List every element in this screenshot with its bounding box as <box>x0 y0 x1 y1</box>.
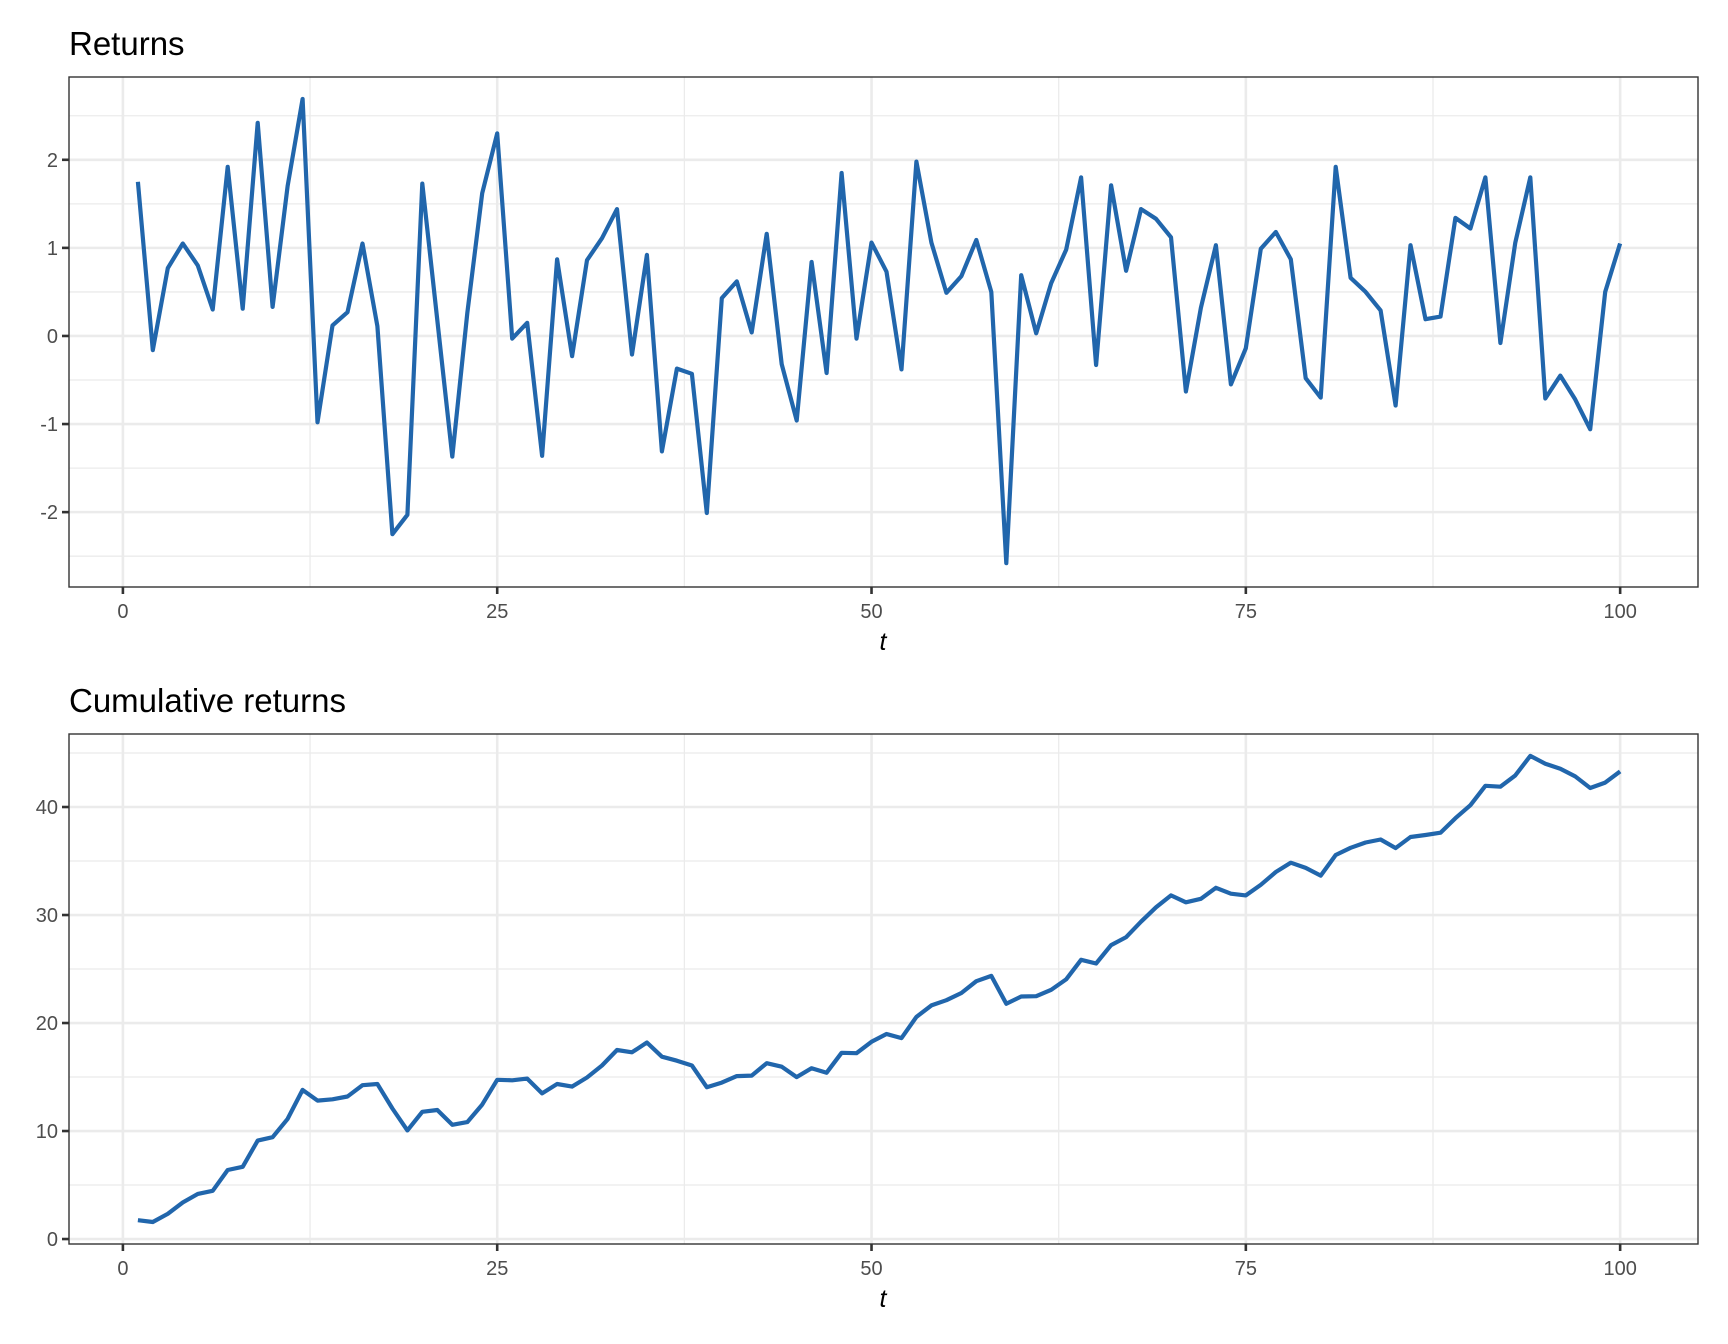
x-tick-label: 100 <box>1603 1258 1636 1280</box>
x-tick-label: 75 <box>1235 601 1257 623</box>
x-tick-label: 50 <box>860 1258 882 1280</box>
returns-line <box>135 96 1623 566</box>
returns-gridlines <box>69 77 1698 587</box>
x-tick-label: 25 <box>486 601 508 623</box>
cumulative-gridlines <box>69 734 1698 1244</box>
y-tick-label: 20 <box>36 1013 58 1035</box>
returns-plot-background <box>69 77 1698 587</box>
x-tick-label: 50 <box>860 601 882 623</box>
cumulative-line <box>137 753 1622 1225</box>
returns-panel-border <box>68 76 1699 588</box>
cumulative-plot-background <box>69 734 1698 1244</box>
returns-x-axis: 0 25 50 75 100 <box>117 587 1637 623</box>
returns-panel-title: Returns <box>69 25 185 62</box>
x-tick-label: 100 <box>1603 601 1636 623</box>
x-tick-label: 75 <box>1235 1258 1257 1280</box>
y-tick-label: -2 <box>40 502 58 524</box>
returns-panel: Returns -2 -1 0 1 2 0 25 50 75 100 t <box>40 25 1699 656</box>
x-tick-label: 0 <box>117 1258 128 1280</box>
y-tick-label: 0 <box>47 1229 58 1251</box>
returns-y-axis: -2 -1 0 1 2 <box>40 150 69 524</box>
cumulative-panel-border <box>68 733 1699 1245</box>
returns-x-axis-title: t <box>880 628 888 656</box>
y-tick-label: 10 <box>36 1121 58 1143</box>
cumulative-x-axis-title: t <box>880 1285 888 1313</box>
y-tick-label: 2 <box>47 150 58 172</box>
y-tick-label: 40 <box>36 797 58 819</box>
cumulative-y-axis: 0 10 20 30 40 <box>36 797 69 1251</box>
x-tick-label: 0 <box>117 601 128 623</box>
y-tick-label: 0 <box>47 326 58 348</box>
y-tick-label: 30 <box>36 905 58 927</box>
x-tick-label: 25 <box>486 1258 508 1280</box>
cumulative-panel-title: Cumulative returns <box>69 682 346 719</box>
cumulative-x-axis: 0 25 50 75 100 <box>117 1244 1637 1280</box>
y-tick-label: 1 <box>47 238 58 260</box>
y-tick-label: -1 <box>40 414 58 436</box>
